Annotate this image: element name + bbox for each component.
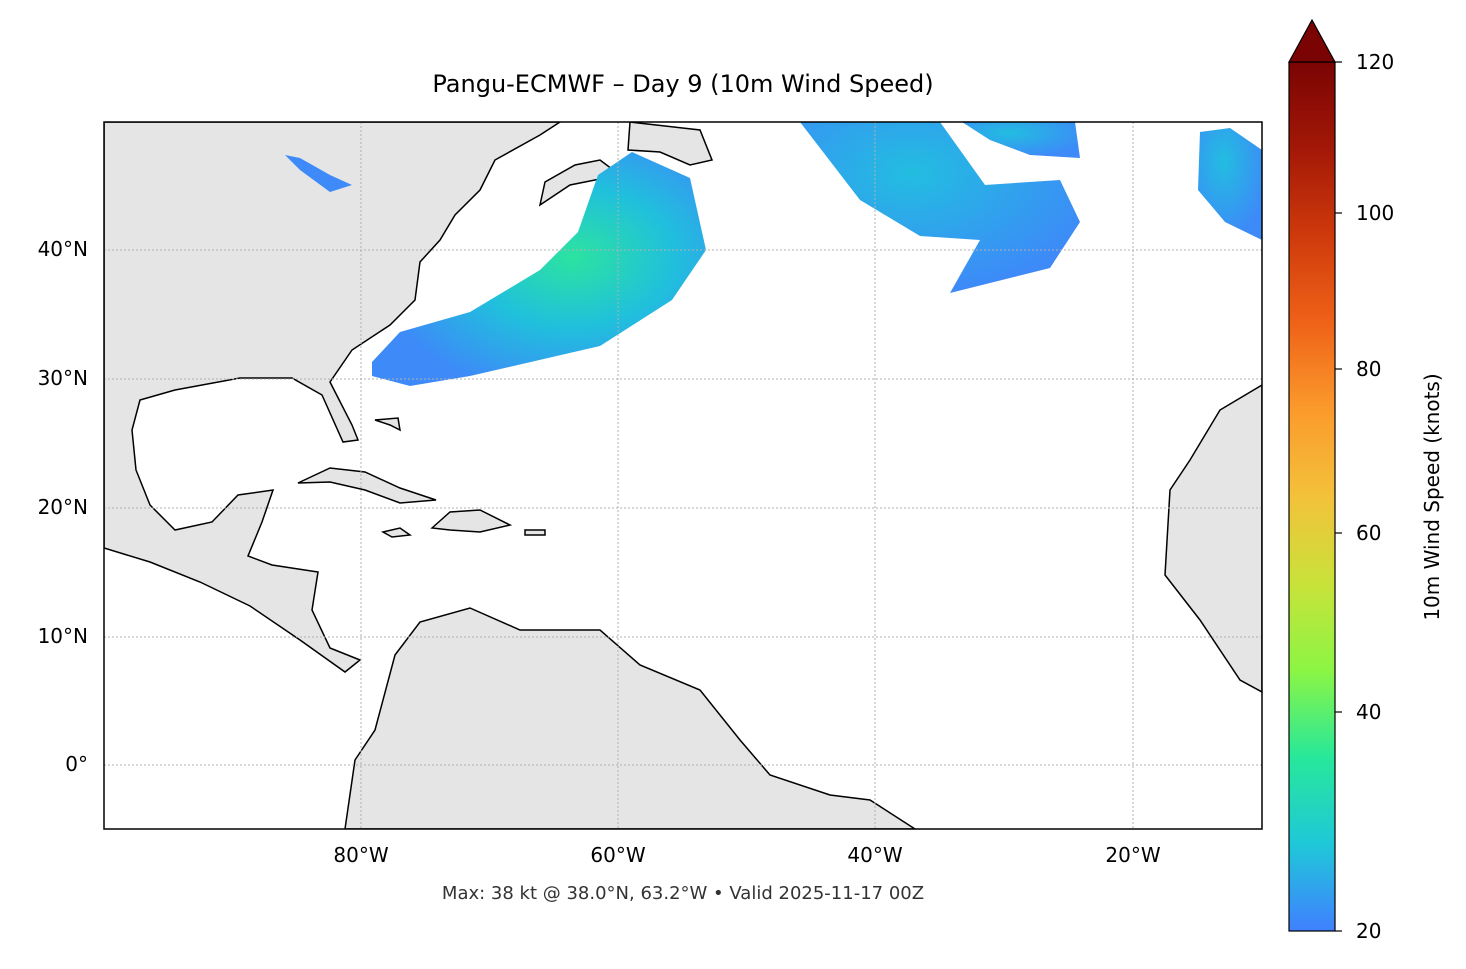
newfoundland-land bbox=[627, 122, 714, 166]
lat-tick-label: 20°N bbox=[37, 495, 88, 519]
wind-area-north-central bbox=[962, 122, 1080, 158]
lat-tick-label: 10°N bbox=[37, 624, 88, 648]
south-america-land bbox=[344, 607, 917, 829]
canada-maritimes-land bbox=[538, 159, 622, 207]
colorbar bbox=[1287, 18, 1342, 932]
map-frame bbox=[103, 121, 1263, 830]
cuba-island bbox=[297, 467, 437, 504]
north-america-land bbox=[104, 122, 562, 673]
wind-area-western-atlantic bbox=[372, 152, 706, 386]
bahamas-island bbox=[374, 417, 401, 432]
max-wind-footer: Max: 38 kt @ 38.0°N, 63.2°W • Valid 2025… bbox=[441, 883, 925, 904]
gridlines bbox=[104, 122, 1262, 829]
colorbar-tick-label: 80 bbox=[1356, 357, 1382, 381]
africa-land bbox=[1164, 384, 1262, 693]
wind-area-gulf-of-maine bbox=[285, 155, 352, 192]
hispaniola-island bbox=[430, 509, 513, 533]
lon-tick-label: 40°W bbox=[847, 843, 903, 867]
map-title: Pangu-ECMWF – Day 9 (10m Wind Speed) bbox=[432, 70, 934, 98]
lon-tick-label: 80°W bbox=[333, 843, 389, 867]
colorbar-tick-label: 40 bbox=[1356, 700, 1382, 724]
colorbar-tick-label: 60 bbox=[1356, 521, 1382, 545]
colorbar-extend-arrow bbox=[1287, 18, 1337, 63]
lon-tick-label: 60°W bbox=[590, 843, 646, 867]
colorbar-bar bbox=[1288, 61, 1336, 932]
puerto-rico-island bbox=[524, 529, 546, 536]
lat-tick-label: 0° bbox=[65, 752, 88, 776]
colorbar-tick-label: 100 bbox=[1356, 201, 1395, 225]
lat-tick-label: 40°N bbox=[37, 237, 88, 261]
jamaica-island bbox=[380, 527, 413, 538]
land-areas bbox=[104, 122, 1262, 829]
lon-tick-label: 20°W bbox=[1105, 843, 1161, 867]
wind-area-northeast bbox=[1198, 128, 1262, 240]
colorbar-tick-label: 120 bbox=[1356, 50, 1395, 74]
colorbar-label: 10m Wind Speed (knots) bbox=[1420, 373, 1444, 621]
colorbar-tick-label: 20 bbox=[1356, 919, 1382, 943]
lat-tick-label: 30°N bbox=[37, 366, 88, 390]
